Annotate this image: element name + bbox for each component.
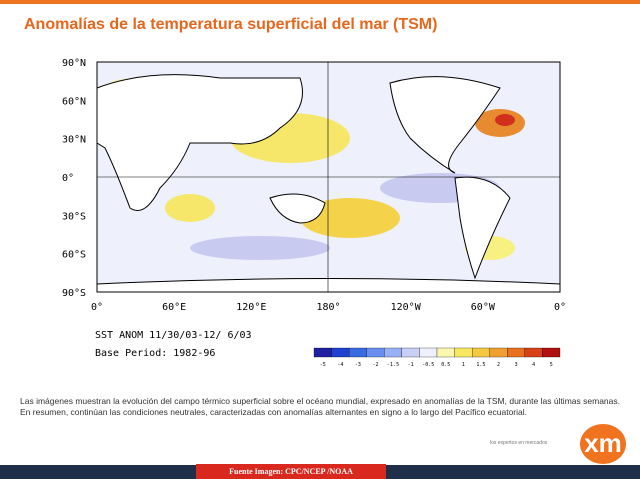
lat-label: 90°S xyxy=(62,288,86,299)
colorbar-label: 1.5 xyxy=(476,362,485,368)
lat-label: 0° xyxy=(62,173,74,184)
colorbar-cell xyxy=(348,347,367,358)
sst-map: 90°N 60°N 30°N 0° 30°S 60°S 90°S 0° 60°E 120°E 180… xyxy=(60,48,600,370)
colorbar-cell xyxy=(471,347,490,358)
colorbar-label: 0.5 xyxy=(441,362,450,368)
colorbar-cell xyxy=(331,347,350,358)
colorbar-label: -4 xyxy=(337,362,343,368)
top-bar xyxy=(0,0,640,4)
colorbar-cell xyxy=(401,347,420,358)
colorbar-label: -1 xyxy=(408,362,414,368)
logo: xm xyxy=(580,424,626,464)
colorbar-cell xyxy=(313,347,332,358)
image-source: Fuente Imagen: CPC/NCEP /NOAA xyxy=(196,464,386,479)
lon-label: 120°E xyxy=(236,302,266,313)
colorbar-label: 1 xyxy=(462,362,465,368)
colorbar-label: 2 xyxy=(497,362,500,368)
colorbar-label: -0.5 xyxy=(422,362,434,368)
lat-label: 60°S xyxy=(62,250,86,261)
colorbar-cell xyxy=(524,347,543,358)
colorbar-label: -3 xyxy=(355,362,361,368)
colorbar-label: -2 xyxy=(372,362,378,368)
colorbar-cell xyxy=(366,347,385,358)
colorbar-cell xyxy=(454,347,473,358)
lon-label: 120°W xyxy=(391,302,422,313)
lon-label: 0° xyxy=(554,302,566,313)
colorbar-label: 5 xyxy=(550,362,553,368)
colorbar-cell xyxy=(489,347,508,358)
caption-line: Base Period: 1982-96 xyxy=(95,348,215,359)
colorbar-label: -5 xyxy=(320,362,326,368)
body-paragraph: Las imágenes muestran la evolución del c… xyxy=(20,396,620,417)
lon-label: 60°E xyxy=(162,302,186,313)
colorbar-cell xyxy=(507,347,526,358)
colorbar-cell xyxy=(542,347,561,358)
colorbar-cell xyxy=(419,347,438,358)
caption-line: SST ANOM 11/30/03-12/ 6/03 xyxy=(95,330,252,341)
lon-label: 180° xyxy=(316,302,340,313)
colorbar-label: 3 xyxy=(515,362,518,368)
continents xyxy=(96,74,561,293)
lat-label: 30°S xyxy=(62,211,86,222)
logo-tagline: los expertos en mercados xyxy=(490,440,548,446)
lat-label: 90°N xyxy=(62,58,86,69)
slide-title: Anomalías de la temperatura superficial … xyxy=(24,16,438,33)
colorbar-label: -1.5 xyxy=(387,362,399,368)
colorbar-cell xyxy=(384,347,403,358)
lon-label: 60°W xyxy=(471,302,496,313)
colorbar-cell xyxy=(436,347,455,358)
lat-label: 60°N xyxy=(62,96,86,107)
lat-label: 30°N xyxy=(62,135,86,146)
lon-label: 0° xyxy=(91,302,103,313)
colorbar-label: 4 xyxy=(532,362,535,368)
